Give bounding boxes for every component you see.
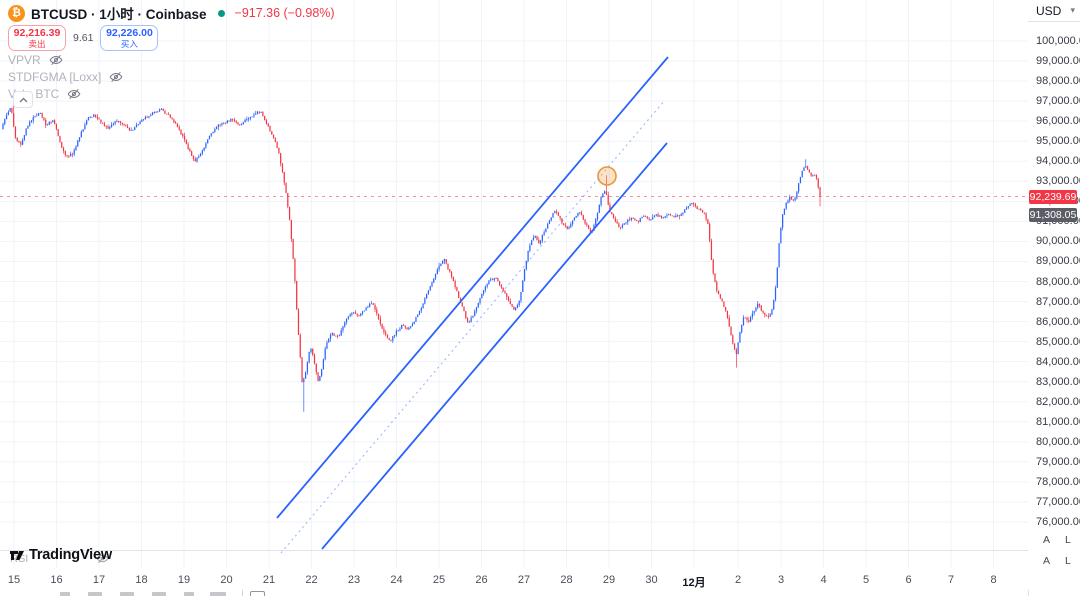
price-axis-tick: 93,000.00 <box>1036 175 1080 188</box>
time-axis-label: 24 <box>390 574 403 586</box>
indicator-label[interactable]: STDFGMA [Loxx] <box>8 69 102 84</box>
time-axis-label: 16 <box>50 574 63 586</box>
scale-buttons-rsi: A L <box>1040 554 1074 568</box>
currency-label: USD <box>1036 3 1062 18</box>
price-axis-tick: 82,000.00 <box>1036 395 1080 408</box>
indicator-row: Vol · BTC <box>8 86 335 103</box>
market-open-dot <box>217 9 225 17</box>
btc-icon: ₿ <box>8 4 25 22</box>
price-axis-tick: 94,000.00 <box>1036 155 1080 168</box>
buy-price: 92,226.00 <box>106 27 153 39</box>
log-scale-button[interactable]: L <box>1065 555 1071 567</box>
pane-divider[interactable] <box>0 550 1080 551</box>
chevron-down-icon: ▾ <box>1070 5 1075 15</box>
indicator-label[interactable]: VPVR <box>8 52 41 67</box>
spread-value: 9.61 <box>73 32 94 44</box>
price-axis[interactable]: 100,000.00 99,000.00 98,000.00 97,000.00 96,… <box>1028 0 1080 568</box>
time-axis-label: 17 <box>92 574 106 586</box>
channel-drawing[interactable] <box>276 56 669 554</box>
circle-marker[interactable] <box>597 166 617 186</box>
time-axis-label: 15 <box>7 574 21 586</box>
price-label-badge: 91,308.05 <box>1029 208 1077 223</box>
indicator-row: VPVR <box>8 52 335 69</box>
time-axis-label: 30 <box>645 574 658 586</box>
eye-off-icon[interactable] <box>67 87 81 101</box>
price-axis-tick: 77,000.00 <box>1036 495 1080 508</box>
time-axis-label: 2 <box>734 574 742 586</box>
price-axis-tick: 83,000.00 <box>1036 375 1080 388</box>
buy-button[interactable]: 92,226.00 买入 <box>100 25 159 51</box>
price-axis-tick: 98,000.00 <box>1036 75 1080 88</box>
price-axis-tick: 100,000.00 <box>1036 35 1080 47</box>
time-axis-label: 20 <box>220 574 233 586</box>
time-axis-label: 6 <box>905 574 912 586</box>
clipped-bottom-toolbar[interactable] <box>0 590 1080 596</box>
time-axis-label: 19 <box>177 574 191 586</box>
grid <box>0 0 1028 568</box>
time-axis-label: 4 <box>820 574 827 586</box>
price-axis-tick: 86,000.00 <box>1036 315 1080 328</box>
symbol-row: ₿ BTCUSD · 1小时 · Coinbase −917.36 (−0.98… <box>8 4 335 22</box>
price-axis-tick: 95,000.00 <box>1036 135 1080 148</box>
time-axis-label: 18 <box>135 574 148 586</box>
sell-button[interactable]: 92,216.39 卖出 <box>8 25 66 51</box>
tradingview-logo[interactable]: TradingView <box>8 546 112 564</box>
price-axis-tick: 89,000.00 <box>1036 255 1080 268</box>
time-axis-label: 23 <box>347 574 361 586</box>
currency-dropdown[interactable]: USD ▾ <box>1028 0 1080 22</box>
price-axis-tick: 96,000.00 <box>1036 115 1080 128</box>
symbol-change: −917.36 (−0.98%) <box>234 6 335 20</box>
sell-label: 卖出 <box>28 38 46 49</box>
symbol-title[interactable]: BTCUSD · 1小时 · Coinbase <box>31 7 207 22</box>
indicator-row: STDFGMA [Loxx] <box>8 69 335 86</box>
time-axis-label: 29 <box>602 574 616 586</box>
price-axis-tick: 88,000.00 <box>1036 275 1080 288</box>
eye-off-icon[interactable] <box>109 70 123 84</box>
auto-scale-button[interactable]: A <box>1043 534 1051 546</box>
chart-legend: ₿ BTCUSD · 1小时 · Coinbase −917.36 (−0.98… <box>8 4 335 102</box>
trade-row: 92,216.39 卖出 9.61 92,226.00 买入 <box>8 25 335 51</box>
price-axis-tick: 99,000.00 <box>1036 55 1080 68</box>
price-axis-tick: 80,000.00 <box>1036 435 1080 448</box>
time-axis-label: 12月 <box>682 577 706 589</box>
time-axis-label: 5 <box>862 574 870 586</box>
legend-collapse-button[interactable] <box>13 91 33 108</box>
time-axis-label: 8 <box>990 574 997 586</box>
time-axis-label: 3 <box>777 574 785 586</box>
log-scale-button[interactable]: L <box>1065 534 1071 546</box>
time-axis-label: 27 <box>517 574 531 586</box>
time-axis-label: 28 <box>560 574 573 586</box>
calendar-icon[interactable] <box>250 591 265 596</box>
auto-scale-button[interactable]: A <box>1043 555 1051 567</box>
price-axis-tick: 85,000.00 <box>1036 335 1080 348</box>
time-axis-label: 25 <box>432 574 446 586</box>
price-axis-tick: 78,000.00 <box>1036 475 1080 488</box>
price-axis-tick: 81,000.00 <box>1036 415 1080 428</box>
eye-off-icon[interactable] <box>96 552 109 565</box>
price-axis-tick: 79,000.00 <box>1036 455 1080 468</box>
chart-pane[interactable] <box>0 0 1028 568</box>
tradingview-logo-icon <box>10 551 24 560</box>
time-axis-label: 21 <box>262 574 276 586</box>
price-axis-tick: 97,000.00 <box>1036 95 1080 108</box>
sell-price: 92,216.39 <box>13 27 61 39</box>
tradingview-logo-text: TradingView <box>29 547 112 563</box>
time-axis-label: 26 <box>475 574 488 586</box>
price-axis-tick: 87,000.00 <box>1036 295 1080 308</box>
eye-off-icon[interactable] <box>49 53 63 67</box>
time-axis[interactable]: 15 16 17 18 19 20 21 22 23 24 25 26 27 28 29 30 12月 2 3 4 5 6… <box>0 568 1080 590</box>
price-axis-tick: 84,000.00 <box>1036 355 1080 368</box>
scale-buttons-main: A L <box>1040 533 1074 547</box>
price-label-badge: 92,239.69 <box>1029 189 1077 204</box>
price-axis-tick: 90,000.00 <box>1036 235 1080 248</box>
time-axis-label: 7 <box>947 574 955 586</box>
buy-label: 买入 <box>120 38 138 49</box>
candlestick-series <box>2 102 821 412</box>
time-axis-label: 22 <box>305 574 318 586</box>
price-axis-tick: 76,000.00 <box>1036 516 1080 528</box>
